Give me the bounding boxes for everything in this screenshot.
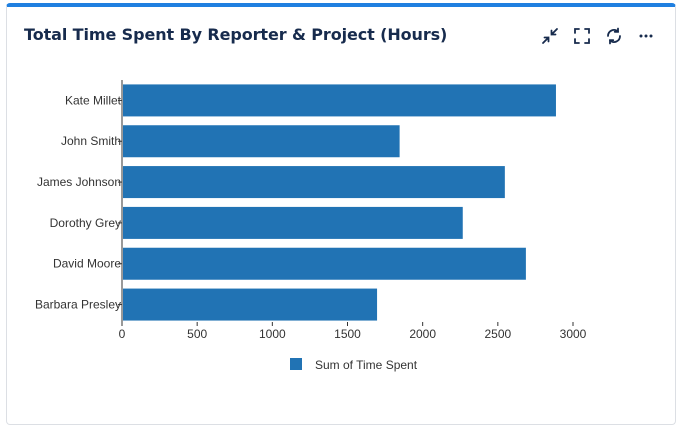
x-tick-label: 500 [187, 327, 207, 341]
chart-widget: Total Time Spent By Reporter & Project (… [6, 3, 676, 425]
widget-title: Total Time Spent By Reporter & Project (… [24, 25, 448, 44]
y-tick-label: David Moore [53, 257, 121, 271]
y-tick-label: John Smith [61, 134, 121, 148]
refresh-icon[interactable] [603, 25, 625, 47]
bar [123, 84, 556, 117]
legend-label: Sum of Time Spent [315, 358, 418, 372]
minimize-icon[interactable] [539, 25, 561, 47]
bar [123, 125, 400, 158]
fullscreen-icon[interactable] [571, 25, 593, 47]
y-tick-label: Barbara Presley [35, 298, 121, 312]
more-icon[interactable] [635, 25, 657, 47]
x-tick-label: 1000 [259, 327, 286, 341]
bar [123, 206, 463, 239]
y-tick-label: Dorothy Grey [50, 216, 121, 230]
y-tick-label: Kate Millet [65, 93, 122, 107]
bar [123, 166, 505, 199]
legend-swatch [290, 358, 302, 370]
x-tick-label: 2000 [409, 327, 436, 341]
x-tick-label: 2500 [484, 327, 511, 341]
y-tick-label: James Johnson [37, 175, 121, 189]
bar [123, 247, 526, 280]
x-tick-label: 0 [119, 327, 126, 341]
bar [123, 288, 378, 321]
x-tick-label: 1500 [334, 327, 361, 341]
widget-toolbar [539, 25, 657, 47]
x-tick-label: 3000 [560, 327, 587, 341]
